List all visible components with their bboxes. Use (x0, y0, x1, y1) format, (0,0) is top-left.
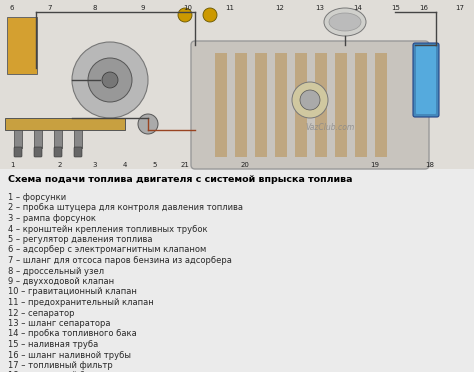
FancyBboxPatch shape (413, 43, 439, 117)
Text: 15 – наливная труба: 15 – наливная труба (8, 340, 98, 349)
Text: 19: 19 (371, 162, 380, 168)
Text: 17 – топливный фильтр: 17 – топливный фильтр (8, 361, 113, 370)
Bar (14, 130, 22, 148)
Text: 4: 4 (123, 162, 127, 168)
Bar (255, 53, 267, 157)
Text: 2 – пробка штуцера для контроля давления топлива: 2 – пробка штуцера для контроля давления… (8, 203, 243, 212)
Text: 1: 1 (10, 162, 14, 168)
Text: 5 – регулятор давления топлива: 5 – регулятор давления топлива (8, 235, 153, 244)
Text: 11: 11 (226, 5, 235, 11)
Text: 7: 7 (48, 5, 52, 11)
Text: VazClub.com: VazClub.com (305, 124, 355, 132)
Bar (335, 53, 347, 157)
Circle shape (178, 8, 192, 22)
Text: 17: 17 (456, 5, 465, 11)
Bar (215, 53, 227, 157)
Bar (315, 53, 327, 157)
Text: 11 – предохранительный клапан: 11 – предохранительный клапан (8, 298, 154, 307)
Text: 9 – двухходовой клапан: 9 – двухходовой клапан (8, 277, 114, 286)
Text: 9: 9 (141, 5, 145, 11)
FancyBboxPatch shape (34, 147, 42, 157)
Text: 3 – рампа форсунок: 3 – рампа форсунок (8, 214, 96, 223)
Text: 8 – дроссельный узел: 8 – дроссельный узел (8, 266, 104, 276)
Text: 2: 2 (58, 162, 62, 168)
Circle shape (138, 114, 158, 134)
Circle shape (292, 82, 328, 118)
FancyBboxPatch shape (416, 46, 436, 114)
Text: 7 – шланг для отсоса паров бензина из адсорбера: 7 – шланг для отсоса паров бензина из ад… (8, 256, 232, 265)
Bar (34, 130, 42, 148)
Text: 20: 20 (241, 162, 249, 168)
Text: 16 – шланг наливной трубы: 16 – шланг наливной трубы (8, 350, 131, 359)
Bar (275, 53, 287, 157)
Bar (295, 53, 307, 157)
Text: 13 – шланг сепаратора: 13 – шланг сепаратора (8, 319, 110, 328)
Ellipse shape (324, 8, 366, 36)
Text: 10: 10 (183, 5, 192, 11)
FancyBboxPatch shape (7, 17, 37, 74)
Text: 6: 6 (10, 5, 14, 11)
Text: 12 – сепаратор: 12 – сепаратор (8, 308, 74, 317)
Circle shape (88, 58, 132, 102)
Bar (375, 53, 387, 157)
Circle shape (300, 90, 320, 110)
Text: 4 – кронштейн крепления топливных трубок: 4 – кронштейн крепления топливных трубок (8, 224, 208, 234)
Text: 21: 21 (181, 162, 190, 168)
Bar (74, 130, 82, 148)
Text: Схема подачи топлива двигателя с системой впрыска топлива: Схема подачи топлива двигателя с системо… (8, 175, 353, 184)
Text: 5: 5 (153, 162, 157, 168)
Text: 13: 13 (316, 5, 325, 11)
Ellipse shape (329, 13, 361, 31)
FancyBboxPatch shape (191, 41, 429, 169)
FancyBboxPatch shape (74, 147, 82, 157)
Circle shape (72, 42, 148, 118)
Text: 18: 18 (426, 162, 435, 168)
Text: 14 – пробка топливного бака: 14 – пробка топливного бака (8, 330, 137, 339)
Text: 15: 15 (392, 5, 401, 11)
Text: 6 – адсорбер с электромагнитным клапаном: 6 – адсорбер с электромагнитным клапаном (8, 246, 206, 254)
Text: 8: 8 (93, 5, 97, 11)
FancyBboxPatch shape (54, 147, 62, 157)
Text: 10 – гравитационный клапан: 10 – гравитационный клапан (8, 288, 137, 296)
Text: 1 – форсунки: 1 – форсунки (8, 193, 66, 202)
Text: 12: 12 (275, 5, 284, 11)
FancyBboxPatch shape (14, 147, 22, 157)
Circle shape (102, 72, 118, 88)
Bar (235, 53, 247, 157)
Text: 16: 16 (419, 5, 428, 11)
Text: 3: 3 (93, 162, 97, 168)
Text: 14: 14 (354, 5, 363, 11)
Bar (0, 0, 474, 169)
Bar (5, 118, 125, 130)
Bar (355, 53, 367, 157)
Bar (54, 130, 62, 148)
Circle shape (203, 8, 217, 22)
